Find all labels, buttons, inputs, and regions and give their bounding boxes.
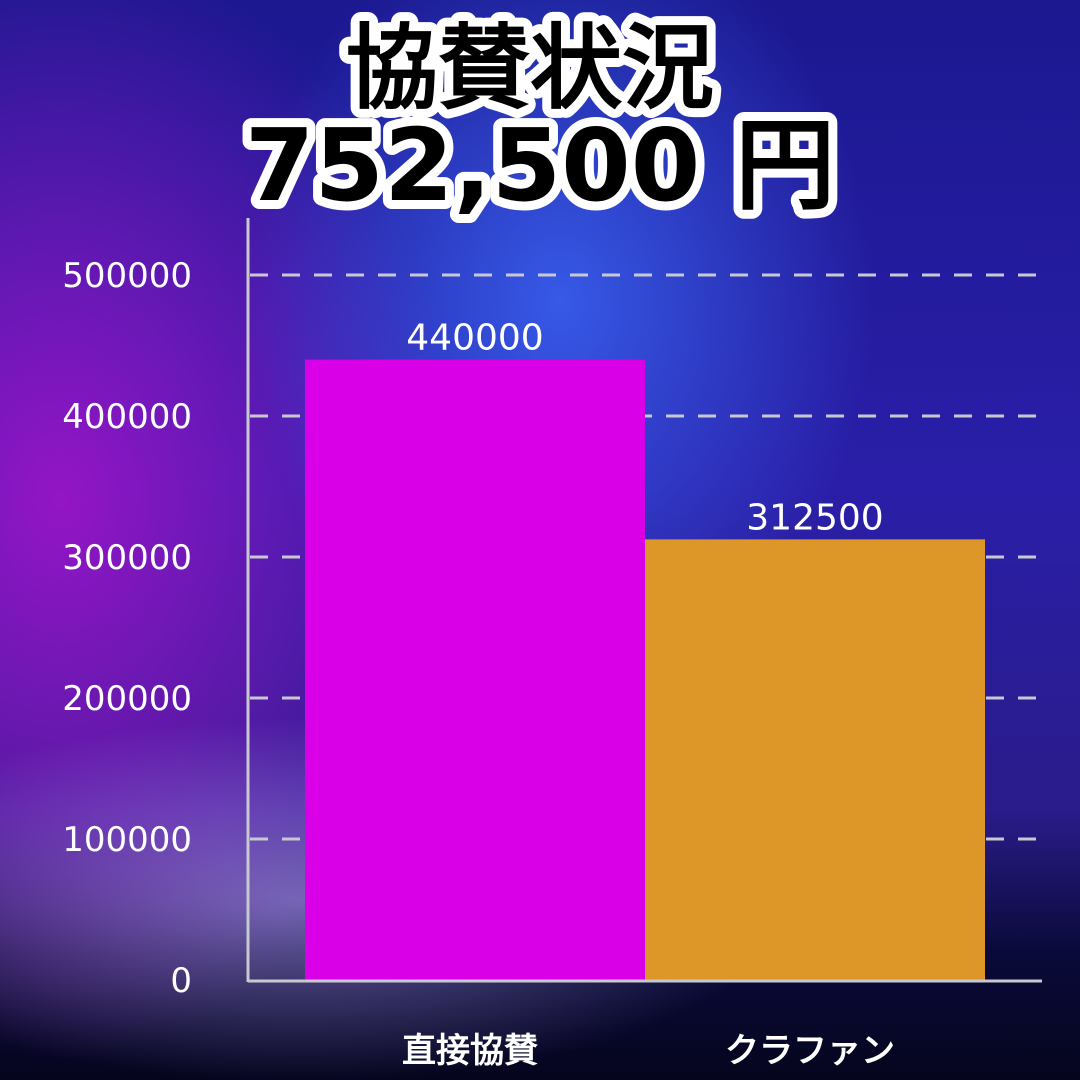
y-tick-label: 100000	[62, 820, 192, 860]
bar-1	[305, 359, 645, 981]
y-tick-label: 500000	[62, 256, 192, 296]
bars: 440000 312500	[305, 318, 985, 981]
y-tick-label: 200000	[62, 679, 192, 719]
y-tick-label: 400000	[62, 397, 192, 437]
chart-title-total: 752,500 円	[245, 107, 835, 224]
y-axis-ticks: 0 100000 200000 300000 400000 500000	[62, 256, 192, 1001]
x-category-label: 直接協賛	[402, 1031, 538, 1071]
y-tick-label: 300000	[62, 538, 192, 578]
data-label: 440000	[406, 318, 543, 359]
chart-title-line1: 協賛状況	[346, 15, 714, 122]
data-label: 312500	[746, 497, 883, 538]
x-category-label: クラファン	[725, 1031, 895, 1071]
bar-2	[645, 539, 985, 980]
y-tick-label: 0	[170, 961, 192, 1001]
x-axis-categories: 直接協賛 クラファン	[402, 1031, 895, 1071]
